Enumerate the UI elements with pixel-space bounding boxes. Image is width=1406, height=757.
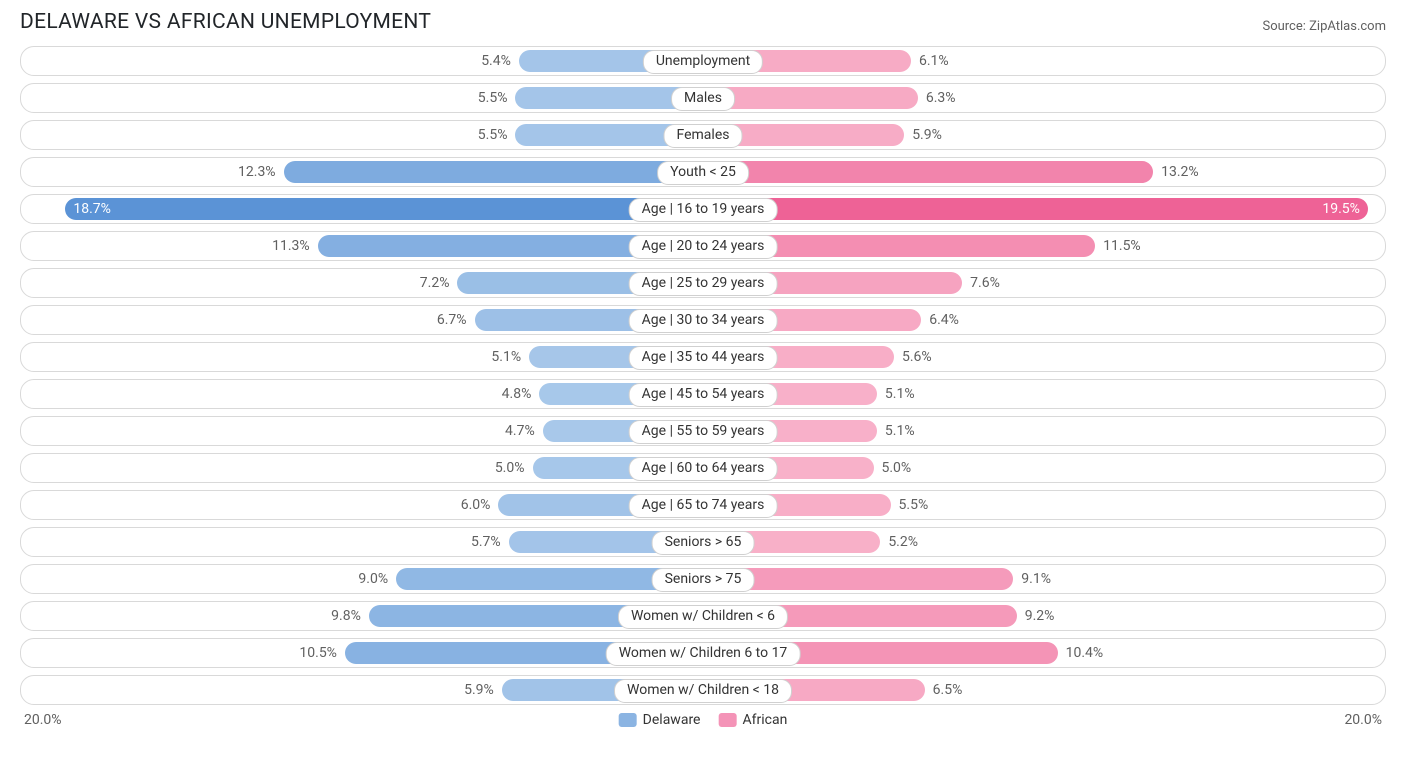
value-label-left: 5.1% <box>491 343 529 371</box>
value-label-left: 6.0% <box>461 491 499 519</box>
category-label: Women w/ Children < 18 <box>614 679 792 703</box>
bar-african <box>703 161 1153 183</box>
chart-row: 5.9% 6.5% Women w/ Children < 18 <box>20 675 1386 705</box>
bar-delaware <box>284 161 703 183</box>
chart-row: 5.4% 6.1% Unemployment <box>20 46 1386 76</box>
chart-row: 11.3% 11.5% Age | 20 to 24 years <box>20 231 1386 261</box>
value-label-left: 5.5% <box>478 84 516 112</box>
category-label: Age | 16 to 19 years <box>629 198 778 222</box>
chart-header: DELAWARE VS AFRICAN UNEMPLOYMENT Source:… <box>0 0 1406 40</box>
chart-row: 5.5% 6.3% Males <box>20 83 1386 113</box>
category-label: Age | 35 to 44 years <box>629 346 778 370</box>
bar-delaware <box>65 198 703 220</box>
value-label-right: 5.0% <box>874 454 912 482</box>
butterfly-chart: 5.4% 6.1% Unemployment 5.5% 6.3% Males 5.5% 5.9… <box>0 40 1406 738</box>
value-label-right: 9.2% <box>1017 602 1055 630</box>
chart-title: DELAWARE VS AFRICAN UNEMPLOYMENT <box>20 10 431 34</box>
legend-item-delaware: Delaware <box>619 712 701 728</box>
category-label: Males <box>671 87 735 111</box>
value-label-left: 9.8% <box>331 602 369 630</box>
value-label-left: 5.9% <box>464 676 502 704</box>
value-label-right: 7.6% <box>962 269 1000 297</box>
category-label: Seniors > 75 <box>652 568 755 592</box>
legend-item-african: African <box>718 712 787 728</box>
value-label-right: 10.4% <box>1058 639 1104 667</box>
chart-row: 18.7% 19.5% Age | 16 to 19 years <box>20 194 1386 224</box>
category-label: Youth < 25 <box>657 161 749 185</box>
category-label: Women w/ Children 6 to 17 <box>606 642 801 666</box>
chart-row: 7.2% 7.6% Age | 25 to 29 years <box>20 268 1386 298</box>
value-label-left: 4.8% <box>502 380 540 408</box>
category-label: Unemployment <box>643 50 763 74</box>
value-label-right: 5.2% <box>880 528 918 556</box>
value-label-left: 11.3% <box>272 232 318 260</box>
value-label-right: 6.3% <box>918 84 956 112</box>
legend: Delaware African <box>619 712 788 728</box>
legend-swatch-african <box>718 713 736 727</box>
value-label-left: 4.7% <box>505 417 543 445</box>
value-label-right: 5.1% <box>877 380 915 408</box>
chart-row: 5.7% 5.2% Seniors > 65 <box>20 527 1386 557</box>
category-label: Women w/ Children < 6 <box>618 605 788 629</box>
category-label: Age | 65 to 74 years <box>629 494 778 518</box>
bar-african <box>703 198 1368 220</box>
chart-row: 9.0% 9.1% Seniors > 75 <box>20 564 1386 594</box>
chart-row: 4.7% 5.1% Age | 55 to 59 years <box>20 416 1386 446</box>
chart-row: 12.3% 13.2% Youth < 25 <box>20 157 1386 187</box>
category-label: Age | 25 to 29 years <box>629 272 778 296</box>
value-label-right: 6.4% <box>921 306 959 334</box>
value-label-right: 6.5% <box>925 676 963 704</box>
chart-row: 5.5% 5.9% Females <box>20 120 1386 150</box>
value-label-left: 7.2% <box>420 269 458 297</box>
chart-source: Source: ZipAtlas.com <box>1262 19 1386 34</box>
value-label-left: 9.0% <box>358 565 396 593</box>
value-label-left: 5.4% <box>481 47 519 75</box>
chart-row: 5.1% 5.6% Age | 35 to 44 years <box>20 342 1386 372</box>
category-label: Seniors > 65 <box>652 531 755 555</box>
value-label-left: 5.7% <box>471 528 509 556</box>
value-label-right: 5.5% <box>891 491 929 519</box>
value-label-left: 12.3% <box>238 158 284 186</box>
category-label: Age | 30 to 34 years <box>629 309 778 333</box>
value-label-right: 5.9% <box>904 121 942 149</box>
value-label-right: 19.5% <box>1322 195 1368 223</box>
chart-row: 6.0% 5.5% Age | 65 to 74 years <box>20 490 1386 520</box>
legend-label-delaware: Delaware <box>643 712 701 728</box>
category-label: Age | 45 to 54 years <box>629 383 778 407</box>
chart-row: 6.7% 6.4% Age | 30 to 34 years <box>20 305 1386 335</box>
bar-african <box>703 87 918 109</box>
value-label-right: 11.5% <box>1095 232 1141 260</box>
value-label-left: 10.5% <box>299 639 345 667</box>
chart-row: 5.0% 5.0% Age | 60 to 64 years <box>20 453 1386 483</box>
legend-label-african: African <box>742 712 787 728</box>
category-label: Age | 60 to 64 years <box>629 457 778 481</box>
value-label-right: 13.2% <box>1153 158 1199 186</box>
value-label-right: 5.6% <box>894 343 932 371</box>
value-label-right: 6.1% <box>911 47 949 75</box>
value-label-right: 5.1% <box>877 417 915 445</box>
value-label-left: 5.5% <box>478 121 516 149</box>
axis-max-left: 20.0% <box>24 712 62 728</box>
value-label-left: 18.7% <box>65 195 111 223</box>
value-label-left: 6.7% <box>437 306 475 334</box>
category-label: Age | 20 to 24 years <box>629 235 778 259</box>
value-label-right: 9.1% <box>1013 565 1051 593</box>
axis-max-right: 20.0% <box>1344 712 1382 728</box>
chart-row: 9.8% 9.2% Women w/ Children < 6 <box>20 601 1386 631</box>
axis-row: 20.0% 20.0% Delaware African <box>20 712 1386 738</box>
value-label-left: 5.0% <box>495 454 533 482</box>
category-label: Age | 55 to 59 years <box>629 420 778 444</box>
chart-row: 4.8% 5.1% Age | 45 to 54 years <box>20 379 1386 409</box>
chart-row: 10.5% 10.4% Women w/ Children 6 to 17 <box>20 638 1386 668</box>
category-label: Females <box>664 124 743 148</box>
legend-swatch-delaware <box>619 713 637 727</box>
